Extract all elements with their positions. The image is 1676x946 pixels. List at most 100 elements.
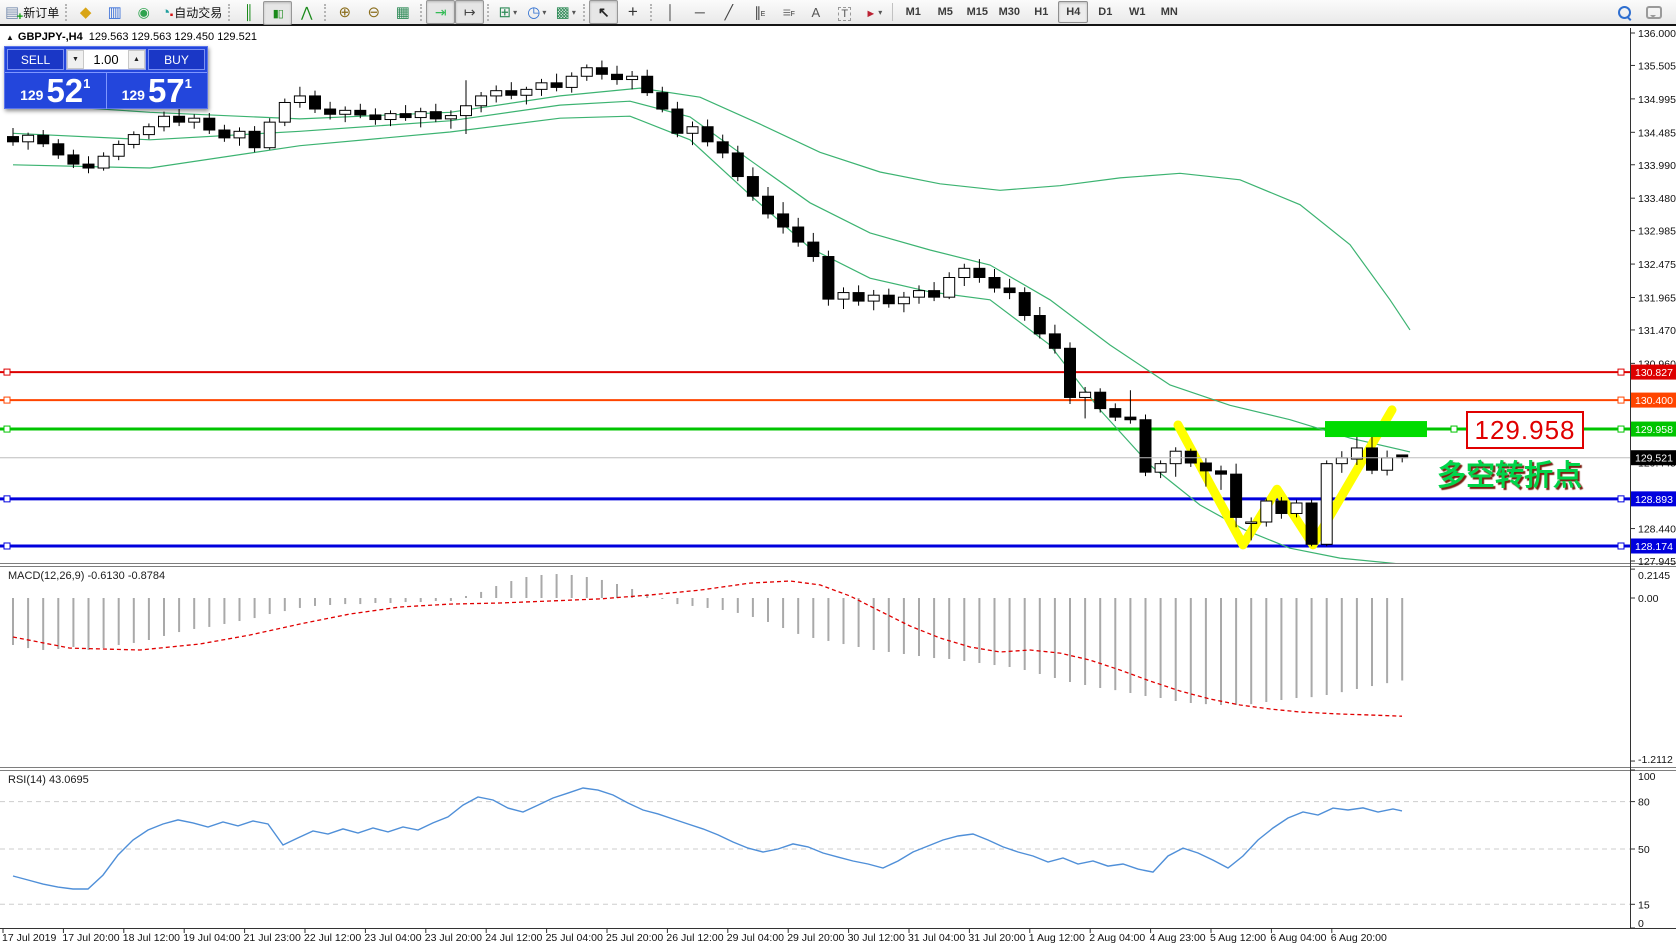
volume-up-button[interactable]: ▲ <box>128 50 145 69</box>
timeframe-d1[interactable]: D1 <box>1098 6 1113 18</box>
arrows-button[interactable]: ▾ <box>859 1 888 25</box>
rsi-scale-label: 15 <box>1638 899 1650 911</box>
hline-anchor[interactable] <box>1617 495 1625 503</box>
dropdown-arrow-icon[interactable]: ▾ <box>571 7 576 17</box>
collapse-arrow-icon[interactable]: ▲ <box>6 33 14 42</box>
hline-anchor[interactable] <box>3 542 11 550</box>
new-order-button[interactable]: 新订单 <box>2 0 62 24</box>
hline-anchor[interactable] <box>1617 425 1625 433</box>
toolbar-grip <box>228 3 231 21</box>
time-tick-label[interactable]: 17 Jul 20:00 <box>62 932 119 944</box>
dropdown-arrow-icon[interactable]: ▾ <box>542 7 547 17</box>
time-tick-label[interactable]: 30 Jul 12:00 <box>848 932 905 944</box>
chat-button[interactable] <box>1639 0 1668 24</box>
hline-anchor[interactable] <box>1617 542 1625 550</box>
profiles-button[interactable]: ▾ <box>522 0 551 24</box>
hline-anchor[interactable] <box>3 425 11 433</box>
hline-anchor[interactable] <box>3 396 11 404</box>
terminal-button[interactable] <box>100 0 129 24</box>
chart-shift-button[interactable] <box>455 0 485 24</box>
text-label-button[interactable] <box>830 1 859 25</box>
hline-anchor[interactable] <box>1617 368 1625 376</box>
ask-price[interactable]: 129 57 1 <box>105 73 208 109</box>
time-tick-label[interactable]: 25 Jul 20:00 <box>606 932 663 944</box>
timeframe-mn[interactable]: MN <box>1160 6 1178 18</box>
hline-anchor[interactable] <box>1617 396 1625 404</box>
strategy-signal-button[interactable] <box>129 0 158 24</box>
candle <box>67 154 80 165</box>
candle <box>188 117 201 123</box>
time-tick-label[interactable]: 26 Jul 12:00 <box>666 932 723 944</box>
timeframe-h4[interactable]: H4 <box>1058 1 1089 23</box>
indicators-button[interactable]: ▾ <box>551 0 580 24</box>
time-tick-label[interactable]: 31 Jul 20:00 <box>968 932 1025 944</box>
time-tick-label[interactable]: 19 Jul 04:00 <box>183 932 240 944</box>
line-chart-button[interactable] <box>292 0 321 24</box>
hline-anchor[interactable] <box>3 368 11 376</box>
time-tick-label[interactable]: 29 Jul 20:00 <box>787 932 844 944</box>
time-tick-label[interactable]: 23 Jul 04:00 <box>364 932 421 944</box>
time-tick-label[interactable]: 25 Jul 04:00 <box>546 932 603 944</box>
vertical-line-button[interactable] <box>656 0 685 24</box>
metaeditor-button[interactable] <box>71 0 100 24</box>
volume-down-button[interactable]: ▼ <box>67 50 84 69</box>
new-chart-button[interactable]: ▾ <box>493 0 522 24</box>
trendline-button[interactable] <box>714 0 743 24</box>
crosshair-icon <box>628 5 638 19</box>
crosshair-button[interactable] <box>618 0 647 24</box>
time-tick-label[interactable]: 5 Aug 12:00 <box>1210 932 1266 944</box>
horizontal-line-button[interactable] <box>685 0 714 24</box>
timeframe-m5[interactable]: M5 <box>937 6 953 18</box>
hline-anchor[interactable] <box>1450 425 1458 433</box>
buy-button[interactable]: BUY <box>148 49 205 70</box>
text-button[interactable] <box>801 0 830 24</box>
dropdown-arrow-icon[interactable]: ▾ <box>878 8 883 17</box>
timeframe-w1[interactable]: W1 <box>1129 6 1146 18</box>
volume-input[interactable]: 1.00 <box>93 52 119 67</box>
timeframe-m1[interactable]: M1 <box>905 6 921 18</box>
hline-anchor[interactable] <box>3 495 11 503</box>
auto-scroll-button[interactable] <box>426 0 456 24</box>
zoom-in-icon <box>338 5 351 20</box>
time-tick-label[interactable]: 21 Jul 23:00 <box>244 932 301 944</box>
price-callout-box[interactable]: 129.958 <box>1466 411 1584 449</box>
fibonacci-button[interactable] <box>772 0 801 24</box>
timeframe-h1[interactable]: H1 <box>1034 6 1049 18</box>
time-tick-label[interactable]: 1 Aug 12:00 <box>1029 932 1085 944</box>
highlight-zone-rect[interactable] <box>1325 421 1427 438</box>
zoom-in-button[interactable] <box>330 0 359 24</box>
search-button[interactable] <box>1610 0 1639 24</box>
time-tick-label[interactable]: 6 Aug 04:00 <box>1270 932 1326 944</box>
dropdown-arrow-icon[interactable]: ▾ <box>513 7 518 17</box>
timeframe-m30[interactable]: M30 <box>998 6 1020 18</box>
time-tick-label[interactable]: 17 Jul 2019 <box>2 932 56 944</box>
zigzag-drawing[interactable] <box>1173 405 1397 550</box>
candle <box>943 277 956 298</box>
time-tick-label[interactable]: 2 Aug 04:00 <box>1089 932 1145 944</box>
time-tick-label[interactable]: 4 Aug 23:00 <box>1150 932 1206 944</box>
candle <box>112 143 125 157</box>
equidistant-channel-button[interactable] <box>743 0 772 24</box>
zoom-out-button[interactable] <box>359 0 388 24</box>
time-tick-label[interactable]: 29 Jul 04:00 <box>727 932 784 944</box>
time-tick-label[interactable]: 31 Jul 04:00 <box>908 932 965 944</box>
toolbar-grip <box>650 3 653 21</box>
time-tick-label[interactable]: 23 Jul 20:00 <box>425 932 482 944</box>
timeframe-m15[interactable]: M15 <box>966 6 988 18</box>
candle <box>399 113 412 119</box>
sell-button[interactable]: SELL <box>7 49 64 70</box>
time-tick-label[interactable]: 22 Jul 12:00 <box>304 932 361 944</box>
time-tick-label[interactable]: 18 Jul 12:00 <box>123 932 180 944</box>
tile-windows-button[interactable] <box>388 0 417 24</box>
autotrading-button[interactable]: 自动交易 <box>158 0 225 24</box>
cursor-button[interactable] <box>589 0 619 24</box>
bid-price[interactable]: 129 52 1 <box>5 73 106 109</box>
candle <box>1139 419 1152 473</box>
bar-chart-button[interactable] <box>234 0 263 24</box>
time-tick-label[interactable]: 6 Aug 20:00 <box>1331 932 1387 944</box>
time-tick-label[interactable]: 24 Jul 12:00 <box>485 932 542 944</box>
turning-point-annotation[interactable]: 多空转折点 <box>1437 460 1583 492</box>
candlestick-chart-button[interactable] <box>263 0 293 25</box>
